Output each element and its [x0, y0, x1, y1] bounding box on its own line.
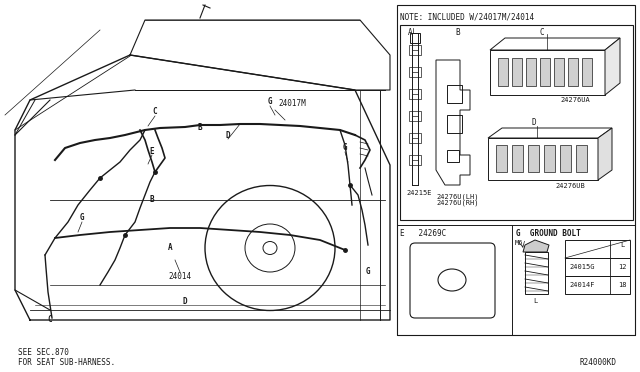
Bar [447, 150, 459, 162]
Polygon shape [488, 128, 612, 138]
Bar [400, 25, 633, 220]
Bar [447, 115, 462, 133]
Bar [512, 58, 522, 86]
Text: 24276U(LH): 24276U(LH) [436, 193, 479, 199]
Text: L: L [620, 242, 624, 248]
Text: D: D [182, 298, 188, 307]
Text: G: G [365, 267, 371, 276]
Bar [397, 5, 635, 335]
Bar [498, 58, 508, 86]
Bar [582, 58, 592, 86]
Text: A: A [408, 28, 413, 37]
Text: 24017M: 24017M [278, 99, 306, 108]
Bar [490, 50, 605, 95]
Bar [409, 45, 421, 55]
Text: 24014: 24014 [168, 272, 191, 281]
Text: L: L [533, 298, 537, 304]
Bar [528, 145, 539, 172]
Bar [447, 85, 462, 103]
Text: 24276UB: 24276UB [555, 183, 585, 189]
Bar [554, 58, 564, 86]
Text: 24276U(RH): 24276U(RH) [436, 200, 479, 206]
Bar [496, 145, 507, 172]
Polygon shape [490, 38, 620, 50]
Text: B: B [455, 28, 460, 37]
Bar [565, 276, 630, 294]
Text: G  GROUND BOLT: G GROUND BOLT [516, 229, 580, 238]
Text: B: B [198, 124, 202, 132]
Text: FOR SEAT SUB-HARNESS.: FOR SEAT SUB-HARNESS. [18, 358, 115, 367]
Text: 18: 18 [618, 282, 627, 288]
Bar [409, 155, 421, 165]
Text: 24015G: 24015G [569, 264, 595, 270]
Bar [409, 111, 421, 121]
Bar [526, 58, 536, 86]
Text: G: G [342, 144, 348, 153]
Text: G: G [80, 214, 84, 222]
Bar [560, 145, 571, 172]
Bar [568, 58, 578, 86]
Bar [565, 240, 630, 258]
Polygon shape [523, 240, 549, 252]
Text: D: D [226, 131, 230, 140]
Polygon shape [598, 128, 612, 180]
Text: C: C [540, 28, 545, 37]
Bar [565, 258, 630, 276]
Text: B: B [150, 196, 154, 205]
Text: E: E [150, 148, 154, 157]
Bar [540, 58, 550, 86]
Text: D: D [532, 118, 536, 127]
Text: NOTE: INCLUDED W/24017M/24014: NOTE: INCLUDED W/24017M/24014 [400, 13, 534, 22]
Bar [525, 252, 548, 294]
Text: 24014F: 24014F [569, 282, 595, 288]
Text: SEE SEC.870: SEE SEC.870 [18, 348, 69, 357]
Text: 24276UA: 24276UA [560, 97, 589, 103]
FancyBboxPatch shape [410, 243, 495, 318]
Text: R24000KD: R24000KD [580, 358, 617, 367]
Text: M6: M6 [515, 240, 524, 246]
Text: C: C [153, 108, 157, 116]
Text: E   24269C: E 24269C [400, 229, 446, 238]
Text: 24215E: 24215E [406, 190, 431, 196]
Bar [544, 145, 555, 172]
Bar [488, 138, 598, 180]
Polygon shape [605, 38, 620, 95]
Bar [410, 33, 420, 43]
Text: 12: 12 [618, 264, 627, 270]
Bar [409, 133, 421, 143]
Bar [409, 89, 421, 99]
Text: C: C [48, 315, 52, 324]
Bar [512, 145, 523, 172]
Text: G: G [268, 97, 272, 106]
Bar [576, 145, 587, 172]
Bar [409, 67, 421, 77]
Text: A: A [168, 244, 172, 253]
